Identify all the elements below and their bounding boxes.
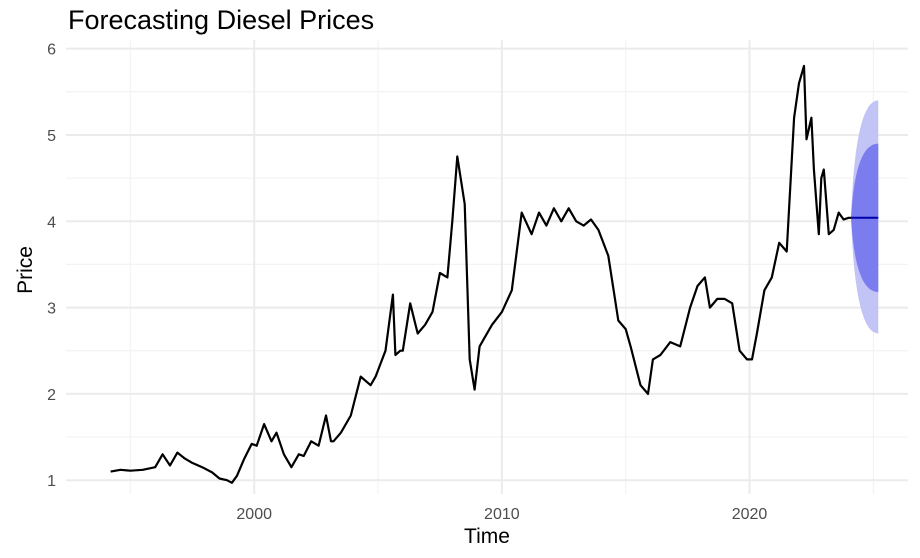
y-tick-label: 1 — [47, 473, 56, 490]
x-tick-labels: 2000 2010 2020 — [236, 506, 767, 523]
y-axis-title: Price — [14, 246, 37, 294]
y-tick-label: 5 — [47, 128, 56, 145]
x-tick-label: 2010 — [484, 506, 520, 523]
y-tick-label: 4 — [47, 214, 56, 231]
x-tick-label: 2000 — [236, 506, 272, 523]
grid — [66, 40, 908, 494]
chart-title: Forecasting Diesel Prices — [68, 5, 374, 35]
y-tick-label: 2 — [47, 387, 56, 404]
y-tick-labels: 1 2 3 4 5 6 — [47, 42, 56, 491]
x-tick-label: 2020 — [732, 506, 768, 523]
y-tick-label: 3 — [47, 301, 56, 318]
y-tick-label: 6 — [47, 42, 56, 59]
diesel-price-line — [110, 64, 851, 484]
x-axis-title: Time — [464, 525, 510, 548]
